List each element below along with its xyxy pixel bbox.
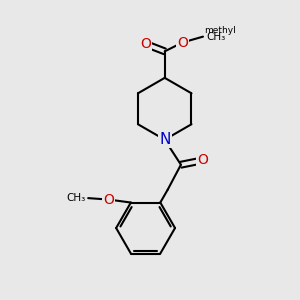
Text: O: O (198, 153, 208, 167)
Text: O: O (140, 37, 151, 51)
Text: CH₃: CH₃ (206, 32, 225, 42)
Text: N: N (159, 132, 170, 147)
Text: O: O (177, 35, 188, 50)
Text: O: O (103, 193, 114, 207)
Text: CH₃: CH₃ (66, 193, 85, 203)
Text: methyl: methyl (205, 26, 236, 35)
